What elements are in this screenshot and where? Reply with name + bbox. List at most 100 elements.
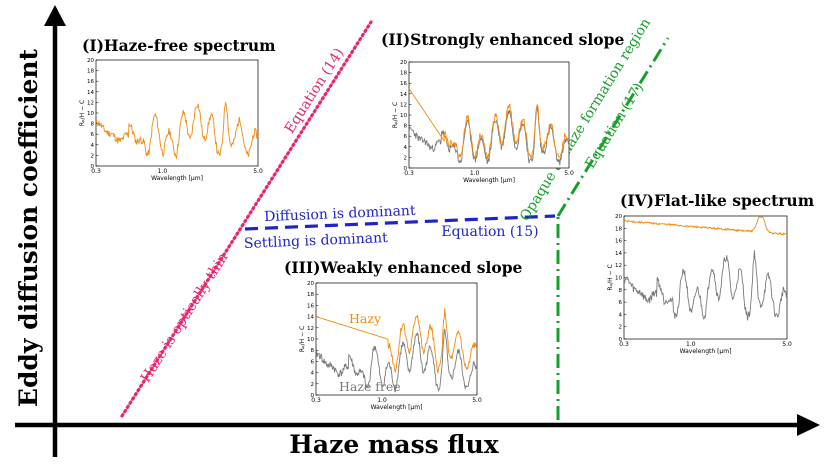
inset-ytick-label: 2 bbox=[619, 325, 623, 331]
x-axis-title: Haze mass flux bbox=[289, 430, 499, 459]
inset-ytick-label: 0 bbox=[311, 393, 315, 399]
diffusion-dominant-label: Diffusion is dominant bbox=[264, 203, 416, 225]
inset-ylabel: Rₚ/H − C bbox=[607, 264, 614, 290]
inset-ytick-label: 8 bbox=[91, 122, 95, 128]
inset-ytick-label: 6 bbox=[619, 300, 623, 306]
inset-ytick-label: 6 bbox=[311, 359, 315, 365]
haze-free-label: Haze free bbox=[339, 379, 401, 394]
inset-ytick-label: 10 bbox=[307, 337, 314, 343]
inset-ytick-label: 20 bbox=[615, 214, 622, 220]
inset-ytick-label: 12 bbox=[307, 326, 314, 332]
inset-xlabel: Wavelength [μm] bbox=[151, 175, 203, 182]
inset-xlabel: Wavelength [μm] bbox=[371, 404, 423, 411]
inset-ytick-label: 14 bbox=[615, 251, 622, 257]
inset-ytick-label: 20 bbox=[400, 60, 407, 66]
haze-free-spectrum-line bbox=[623, 250, 788, 321]
inset-ytick-label: 16 bbox=[307, 303, 314, 309]
inset-ytick-label: 12 bbox=[615, 263, 622, 269]
inset-xtick-label: 5.0 bbox=[782, 341, 792, 348]
equation-14-label: Equation (14) bbox=[282, 45, 348, 136]
inset-ytick-label: 20 bbox=[87, 58, 94, 64]
inset-ytick-label: 4 bbox=[619, 312, 623, 318]
hazy-label: Hazy bbox=[349, 311, 382, 326]
inset-ytick-label: 14 bbox=[400, 92, 407, 98]
inset-ytick-label: 6 bbox=[91, 132, 95, 138]
inset-ytick-label: 18 bbox=[615, 226, 622, 232]
haze-free-spectrum-line bbox=[315, 328, 478, 393]
panel-3-spectrum-inset: 0 2 4 6 8 10 12 14 16 18 20 0.3 1.0 5.0 Wavelength [μm… bbox=[299, 281, 482, 411]
hazy-spectrum-line bbox=[408, 88, 570, 161]
optically-thin-boundary-line bbox=[120, 20, 373, 418]
inset-xtick-label: 1.0 bbox=[470, 170, 480, 177]
x-axis-arrowhead bbox=[797, 414, 820, 436]
inset-ytick-label: 10 bbox=[87, 111, 94, 117]
inset-ytick-label: 4 bbox=[311, 371, 315, 377]
y-axis-arrowhead bbox=[44, 5, 66, 26]
panel-titles: (I)Haze-free spectrum (II)Strongly enhan… bbox=[82, 30, 815, 277]
inset-ylabel: Rₚ/H − C bbox=[299, 326, 306, 352]
inset-ytick-label: 10 bbox=[615, 276, 622, 282]
inset-ytick-label: 6 bbox=[404, 134, 408, 140]
panel-4-title: (IV)Flat-like spectrum bbox=[620, 191, 815, 210]
hazy-spectrum-line bbox=[315, 308, 478, 375]
inset-ytick-label: 12 bbox=[400, 102, 407, 108]
inset-ytick-label: 16 bbox=[615, 239, 622, 245]
inset-ylabel: Rₚ/H − C bbox=[392, 102, 399, 128]
inset-xlabel: Wavelength [μm] bbox=[680, 348, 732, 355]
inset-ytick-label: 2 bbox=[311, 382, 315, 388]
inset-xtick-label: 0.3 bbox=[619, 341, 629, 348]
haze-free-spectrum-line bbox=[408, 106, 570, 166]
inset-ytick-label: 4 bbox=[404, 145, 408, 151]
inset-ytick-label: 10 bbox=[400, 113, 407, 119]
haze-free-spectrum-line bbox=[95, 102, 259, 160]
inset-xlabel: Wavelength [μm] bbox=[463, 177, 515, 184]
panel-2-spectrum-inset: 0 2 4 6 8 10 12 14 16 18 20 0.3 1.0 5.0 Wavelength [μm… bbox=[392, 60, 574, 184]
inset-xtick-label: 0.3 bbox=[404, 170, 414, 177]
inset-ytick-label: 18 bbox=[400, 71, 407, 77]
inset-ytick-label: 0 bbox=[619, 337, 623, 343]
inset-ytick-label: 14 bbox=[87, 90, 94, 96]
inset-frame bbox=[315, 282, 478, 396]
inset-ytick-label: 4 bbox=[91, 143, 95, 149]
settling-dominant-label: Settling is dominant bbox=[244, 230, 389, 252]
inset-ytick-label: 14 bbox=[307, 315, 314, 321]
inset-xtick-label: 0.3 bbox=[91, 168, 101, 175]
inset-xtick-label: 5.0 bbox=[564, 170, 574, 177]
panel-3-title: (III)Weakly enhanced slope bbox=[284, 258, 523, 277]
inset-ylabel: Rₚ/H − C bbox=[79, 100, 86, 126]
inset-ytick-label: 2 bbox=[91, 153, 95, 159]
inset-ytick-label: 2 bbox=[404, 155, 408, 161]
inset-ytick-label: 12 bbox=[87, 100, 94, 106]
inset-ytick-label: 8 bbox=[311, 348, 315, 354]
inset-xtick-label: 1.0 bbox=[377, 397, 387, 404]
inset-ytick-label: 8 bbox=[404, 124, 408, 130]
panel-1-spectrum-inset: 0 2 4 6 8 10 12 14 16 18 20 0.3 1.0 5.0 Wavelength [μm… bbox=[79, 58, 263, 182]
inset-ytick-label: 16 bbox=[400, 81, 407, 87]
inset-xtick-label: 1.0 bbox=[158, 168, 168, 175]
inset-xtick-label: 0.3 bbox=[311, 397, 321, 404]
inset-ytick-label: 8 bbox=[619, 288, 623, 294]
opaque-boundary-diagonal-line bbox=[556, 37, 670, 217]
inset-ytick-label: 0 bbox=[91, 164, 95, 170]
settling-diffusion-boundary-line bbox=[244, 214, 556, 231]
equation-15-label: Equation (15) bbox=[441, 224, 538, 240]
optically-thin-label: Haze is optically thin bbox=[138, 250, 232, 385]
inset-ytick-label: 18 bbox=[307, 292, 314, 298]
inset-ytick-label: 16 bbox=[87, 79, 94, 85]
panel-1-title: (I)Haze-free spectrum bbox=[82, 36, 276, 55]
inset-frame bbox=[623, 215, 788, 340]
inset-xtick-label: 1.0 bbox=[686, 341, 696, 348]
inset-ytick-label: 20 bbox=[307, 281, 314, 287]
main-axes: Haze mass flux Eddy diffusion coefficien… bbox=[14, 5, 820, 459]
panel-4-spectrum-inset: 0 2 4 6 8 10 12 14 16 18 20 0.3 1.0 5.0 Wavelength [μm… bbox=[607, 214, 792, 355]
inset-xtick-label: 5.0 bbox=[253, 168, 263, 175]
boundary-lines bbox=[120, 20, 670, 420]
hazy-spectrum-line bbox=[624, 216, 788, 236]
inset-xtick-label: 5.0 bbox=[472, 397, 482, 404]
inset-ytick-label: 0 bbox=[404, 166, 408, 172]
y-axis-title: Eddy diffusion coefficient bbox=[14, 48, 43, 407]
panel-2-title: (II)Strongly enhanced slope bbox=[381, 30, 624, 49]
inset-ytick-label: 18 bbox=[87, 69, 94, 75]
